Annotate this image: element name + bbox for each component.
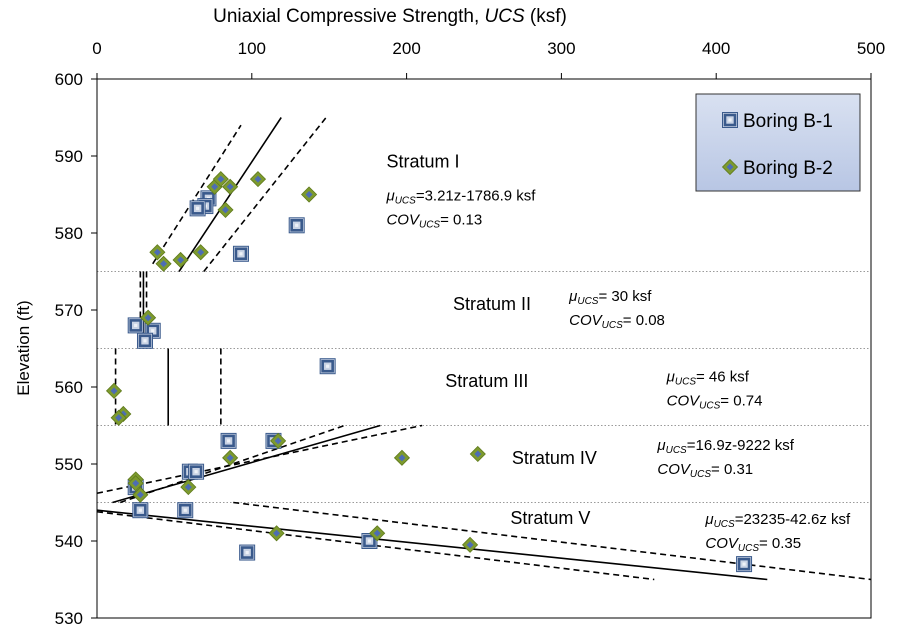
boring-b1-point (188, 463, 205, 480)
boring-b2-point (212, 171, 229, 188)
stratum-iv-upper-line (96, 424, 423, 495)
boring-b2-point (369, 525, 386, 542)
cov-label: COVUCS= 0.08 (569, 312, 665, 331)
y-tick-label: 550 (55, 455, 83, 474)
legend-marker-b1 (722, 112, 738, 128)
stratum-v-upper-line (233, 501, 872, 581)
mean-equation-label: μUCS=3.21z-1786.9 ksf (385, 188, 536, 207)
mean-equation-label: μUCS= 30 ksf (568, 288, 652, 307)
boring-b1-point (127, 317, 144, 334)
legend-label: Boring B-2 (743, 158, 833, 179)
data-points (105, 171, 753, 573)
x-tick-label: 0 (92, 39, 101, 58)
x-axis-ticks: 0 100 200 300 400 500 (92, 39, 885, 79)
x-tick-label: 500 (857, 39, 885, 58)
boring-b2-point (222, 449, 239, 466)
x-tick-label: 400 (702, 39, 730, 58)
boring-b1-point (232, 245, 249, 262)
boring-b2-point (149, 244, 166, 261)
boring-b2-point (249, 171, 267, 188)
boring-b2-point (462, 536, 479, 553)
boring-b1-point (220, 432, 237, 449)
stratum-label: Stratum V (510, 508, 590, 528)
boring-b1-point (288, 217, 305, 234)
mean-equation-label: μUCS= 46 ksf (666, 369, 750, 388)
legend-box (695, 93, 861, 192)
y-tick-label: 580 (55, 224, 83, 243)
boring-b1-point (177, 502, 194, 519)
y-tick-label: 560 (55, 378, 83, 397)
boring-b1-point (136, 332, 153, 349)
legend: Boring B-1 Boring B-2 (695, 93, 861, 192)
boring-b1-point (736, 556, 753, 573)
cov-label: COVUCS= 0.74 (667, 393, 763, 412)
boring-b2-point (105, 382, 123, 399)
boring-b2-point (270, 432, 287, 449)
stratum-i-lower-line (152, 124, 242, 265)
plot-frame (96, 78, 872, 619)
boring-b2-point (155, 255, 172, 272)
boring-b2-point (301, 186, 318, 203)
boring-b2-point (172, 251, 189, 269)
trend-lines (96, 117, 872, 581)
boring-b2-point (132, 486, 149, 503)
boring-b1-point (239, 544, 256, 561)
x-tick-label: 100 (238, 39, 266, 58)
boring-b2-point (268, 525, 285, 542)
mean-equation-label: μUCS=23235-42.6z ksf (704, 511, 851, 530)
y-axis-title: Elevation (ft) (14, 300, 33, 395)
mean-equation-label: μUCS=16.9z-9222 ksf (656, 437, 794, 456)
legend-label: Boring B-1 (743, 111, 833, 132)
y-tick-label: 530 (55, 609, 83, 628)
boring-b2-point (192, 244, 209, 261)
boring-b2-point (127, 475, 144, 492)
cov-label: COVUCS= 0.31 (657, 461, 753, 480)
y-tick-label: 590 (55, 147, 83, 166)
boring-b2-point (393, 449, 411, 466)
y-tick-label: 570 (55, 301, 83, 320)
boring-b1-point (189, 200, 206, 217)
x-axis-title: Uniaxial Compressive Strength, UCS (ksf) (213, 6, 567, 27)
axes (96, 78, 872, 619)
legend-marker-b2 (721, 158, 739, 176)
boring-b1-point (132, 502, 149, 519)
y-tick-label: 600 (55, 70, 83, 89)
boring-b2-point (469, 445, 486, 463)
boring-b2-point (222, 178, 239, 195)
y-axis-ticks: 530 540 550 560 570 580 590 600 (55, 70, 97, 628)
boring-b2-point (110, 409, 127, 426)
stratum-label: Stratum I (386, 152, 459, 172)
stratum-v-mean-line (96, 509, 768, 581)
boring-b2-point (140, 309, 157, 326)
boring-b1-point (319, 358, 336, 375)
y-tick-label: 540 (55, 532, 83, 551)
stratum-label: Stratum IV (512, 448, 597, 468)
boring-b2-point (180, 479, 197, 496)
stratum-boundaries (97, 271, 871, 503)
boring-b2-point (217, 201, 234, 218)
stratum-label: Stratum III (445, 371, 528, 391)
stratum-iv-mean-line (112, 424, 381, 504)
x-tick-label: 200 (392, 39, 420, 58)
cov-label: COVUCS= 0.13 (386, 212, 482, 231)
annotations: Stratum I Stratum II Stratum III Stratum IV… (385, 152, 851, 555)
stratum-i-upper-line (203, 117, 327, 272)
stratum-label: Stratum II (453, 294, 531, 314)
x-tick-label: 300 (547, 39, 575, 58)
cov-label: COVUCS= 0.35 (705, 535, 801, 554)
